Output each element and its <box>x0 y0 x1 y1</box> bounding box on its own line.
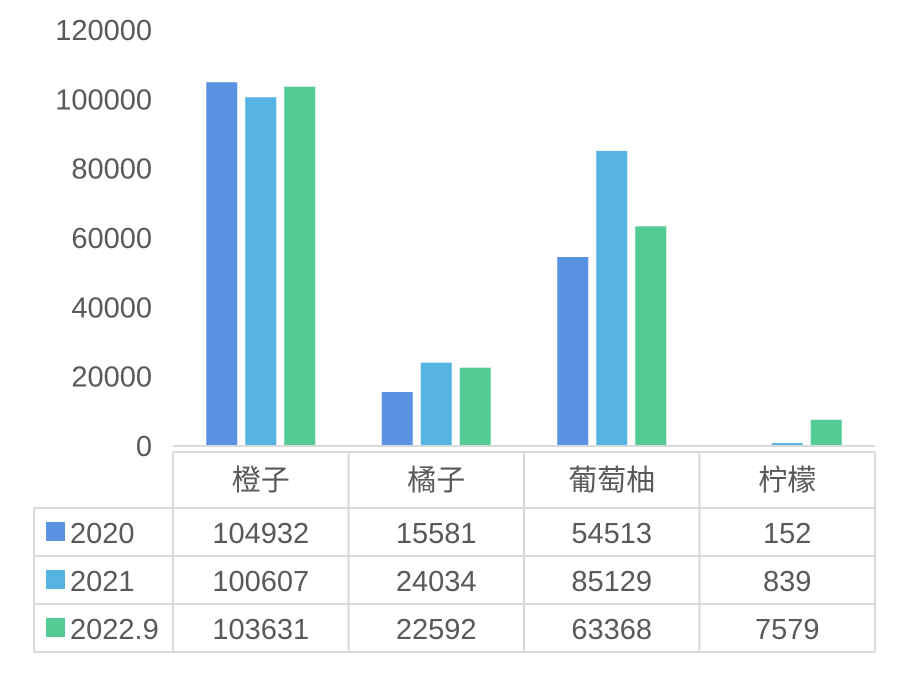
y-tick-label: 100000 <box>55 84 152 116</box>
y-tick-label: 0 <box>136 431 152 463</box>
table-cell: 103631 <box>212 614 309 646</box>
table-cell: 24034 <box>396 566 477 598</box>
y-tick-label: 20000 <box>71 362 152 394</box>
y-tick-label: 120000 <box>55 15 152 47</box>
table-cell: 22592 <box>396 614 477 646</box>
legend-label: 2020 <box>70 518 135 550</box>
bar-2021-葡萄柚 <box>596 150 628 446</box>
y-tick-label: 40000 <box>71 292 152 324</box>
legend-label: 2022.9 <box>70 614 159 646</box>
bar-2020-橙子 <box>206 82 238 447</box>
legend-swatch-2022.9 <box>46 618 65 637</box>
bar-2022.9-橙子 <box>284 86 316 447</box>
category-label: 橙子 <box>232 463 290 497</box>
bar-2022.9-葡萄柚 <box>635 226 667 446</box>
category-label: 柠檬 <box>758 463 816 497</box>
table-cell: 54513 <box>571 518 652 550</box>
table-cell: 104932 <box>212 518 309 550</box>
table-cell: 839 <box>763 566 811 598</box>
table-cell: 152 <box>763 518 811 550</box>
table-cell: 15581 <box>396 518 477 550</box>
y-tick-label: 80000 <box>71 154 152 186</box>
y-tick-label: 60000 <box>71 223 152 255</box>
y-axis: 0 20000 40000 60000 80000 100000 120000 <box>55 15 152 463</box>
category-label: 葡萄柚 <box>568 463 655 497</box>
legend-label: 2021 <box>70 566 135 598</box>
bar-2021-柠檬 <box>771 443 803 446</box>
table-cell: 63368 <box>571 614 652 646</box>
data-table: 橙子 橘子 葡萄柚 柠檬 2020 104932 15581 54513 152 2021 1006… <box>33 451 876 653</box>
legend-swatch-2020 <box>46 522 65 541</box>
bar-2020-葡萄柚 <box>557 257 589 446</box>
bar-2022.9-柠檬 <box>810 419 842 446</box>
bars <box>173 82 875 447</box>
table-cell: 100607 <box>212 566 309 598</box>
legend-swatch-2021 <box>46 570 65 589</box>
bar-2021-橙子 <box>245 97 277 446</box>
table-cell: 85129 <box>571 566 652 598</box>
bar-2020-橘子 <box>381 391 413 446</box>
bar-2022.9-橘子 <box>459 367 491 446</box>
category-label: 橘子 <box>407 463 465 497</box>
table-cell: 7579 <box>755 614 820 646</box>
bar-2021-橘子 <box>420 362 452 446</box>
